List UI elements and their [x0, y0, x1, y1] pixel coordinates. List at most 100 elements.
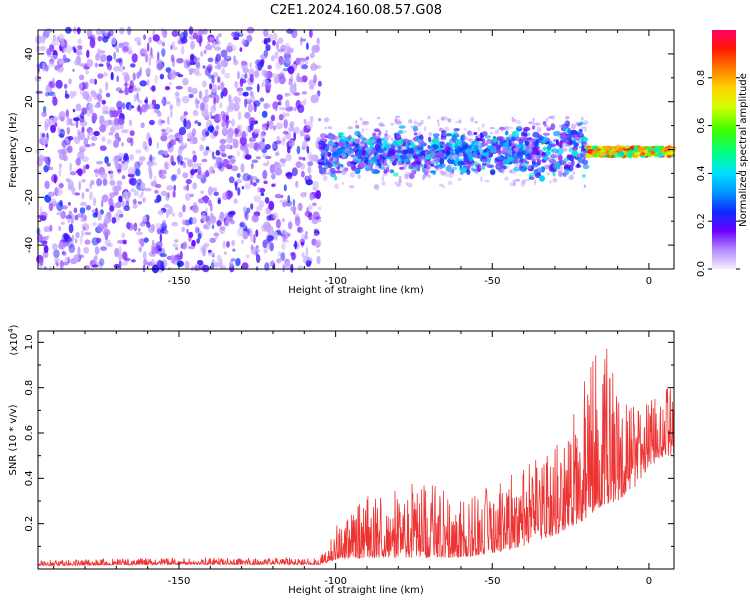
spectrogram-cell	[533, 171, 537, 175]
spectrogram-cell	[58, 33, 65, 42]
spectrogram-cell	[530, 146, 538, 151]
spectrogram-cell	[481, 159, 486, 164]
spectrogram-cell	[275, 218, 281, 229]
spectrogram-cell	[137, 201, 142, 205]
spectrogram-cell	[371, 147, 377, 153]
spectrogram-cell	[245, 254, 250, 259]
spectrogram-cell	[275, 61, 282, 70]
spectrogram-cell	[175, 85, 183, 90]
spectrogram-cell	[46, 48, 52, 56]
spectrogram-cell	[141, 190, 144, 197]
spectrogram-cell	[300, 36, 303, 46]
spectrogram-cell	[244, 112, 251, 119]
spectrogram-cell	[279, 199, 285, 204]
spectrogram-cell	[101, 105, 109, 113]
snr-y-ticks: 0.2 0.4 0.6 0.8 1.0	[24, 334, 674, 547]
spectrogram-cell	[457, 160, 465, 166]
spectrogram-cell	[271, 183, 276, 187]
spectrogram-cell	[51, 39, 59, 47]
spectrogram-cell	[305, 175, 309, 181]
spectrogram-cell	[359, 117, 363, 121]
spectrogram-cell	[55, 79, 63, 89]
spectrogram-cell	[192, 109, 199, 117]
spectrogram-cell	[307, 212, 313, 221]
spectrogram-cell	[57, 126, 61, 134]
colorbar-label: Normalized spectral amplitude	[738, 73, 749, 227]
spectrogram-cell	[215, 53, 221, 63]
spectrogram-cell	[143, 34, 146, 40]
spectrogram-cell	[639, 153, 645, 156]
spectrogram-cell	[236, 173, 241, 178]
spectrogram-cell	[58, 163, 63, 169]
spectrogram-cell	[255, 156, 261, 160]
spectrogram-cell	[221, 153, 227, 158]
spectrogram-cell	[156, 111, 162, 117]
spectrogram-cell	[217, 197, 222, 203]
spectrogram-cell	[285, 200, 292, 207]
spectrogram-cell	[497, 144, 501, 150]
spectrogram-cell	[413, 127, 416, 133]
spectrogram-cell	[122, 191, 129, 200]
spectrogram-cell	[277, 73, 285, 79]
spectrogram-cell	[392, 172, 399, 177]
spectrogram-cell	[346, 147, 350, 152]
spectrogram-cell	[148, 119, 155, 126]
spectrogram-cell	[207, 40, 211, 46]
spectrogram-cell	[301, 91, 308, 95]
spectrogram-cell	[313, 228, 319, 233]
spectrogram-cell	[271, 260, 275, 266]
spectrogram-cell	[183, 157, 190, 161]
spectrogram-cell	[85, 70, 89, 75]
spectrogram-cell	[186, 159, 190, 165]
spectrogram-cell	[327, 162, 333, 169]
spectrogram-cell	[203, 49, 207, 54]
spectrogram-cell	[203, 150, 209, 157]
spectrogram-cell	[162, 219, 167, 226]
colorbar-tick-label: 0.2	[696, 213, 707, 229]
spectrogram-cell	[240, 60, 246, 69]
spectrogram-cell	[102, 72, 108, 77]
spectrogram-cell	[224, 72, 231, 79]
spectrogram-cell	[552, 149, 556, 155]
spectrogram-cell	[153, 175, 157, 184]
spectrogram-cell	[361, 163, 368, 167]
spectrogram-cell	[312, 180, 320, 190]
spectrogram-cell	[494, 129, 500, 134]
spectrogram-cell	[455, 120, 460, 124]
spectrogram-cell	[481, 165, 486, 170]
spectrogram-x-ticks: -150 -100 -50 0	[53, 30, 652, 287]
spectrogram-cell	[565, 171, 569, 175]
spectrogram-cell	[402, 138, 406, 143]
spectrogram-cell	[236, 178, 242, 184]
spectrogram-cell	[538, 136, 545, 141]
spectrogram-cell	[224, 112, 229, 116]
spectrogram-cell	[384, 144, 391, 150]
spectrogram-cell	[598, 152, 606, 156]
spectrogram-cell	[360, 140, 365, 145]
spectrogram-cell	[538, 139, 543, 143]
spectrogram-cell	[263, 70, 268, 79]
spectrogram-cell	[298, 57, 307, 62]
spectrogram-cell	[457, 177, 462, 181]
spectrogram-cell	[510, 169, 517, 174]
spectrogram-cell	[527, 132, 531, 136]
spectrogram-cell	[264, 81, 272, 91]
spectrogram-cell	[410, 125, 413, 129]
spectrogram-cell	[160, 135, 168, 142]
spectrogram-cell	[67, 136, 74, 141]
spectrogram-cell	[81, 223, 90, 232]
spectrogram-cell	[109, 205, 115, 212]
spectrogram-cell	[241, 130, 247, 139]
spectrogram-cell	[626, 148, 631, 151]
y-tick-label: 0.8	[24, 380, 35, 396]
spectrogram-cell	[58, 242, 66, 250]
snr-y-scale-base: (x10	[9, 333, 20, 356]
spectrogram-cell	[164, 162, 169, 170]
spectrogram-cell	[394, 149, 402, 153]
spectrogram-cell	[208, 94, 213, 98]
spectrogram-cell	[48, 61, 55, 68]
spectrogram-cell	[311, 154, 319, 162]
spectrogram-cell	[440, 171, 445, 176]
spectrogram-cell	[63, 242, 69, 247]
spectrogram-cell	[88, 108, 94, 114]
